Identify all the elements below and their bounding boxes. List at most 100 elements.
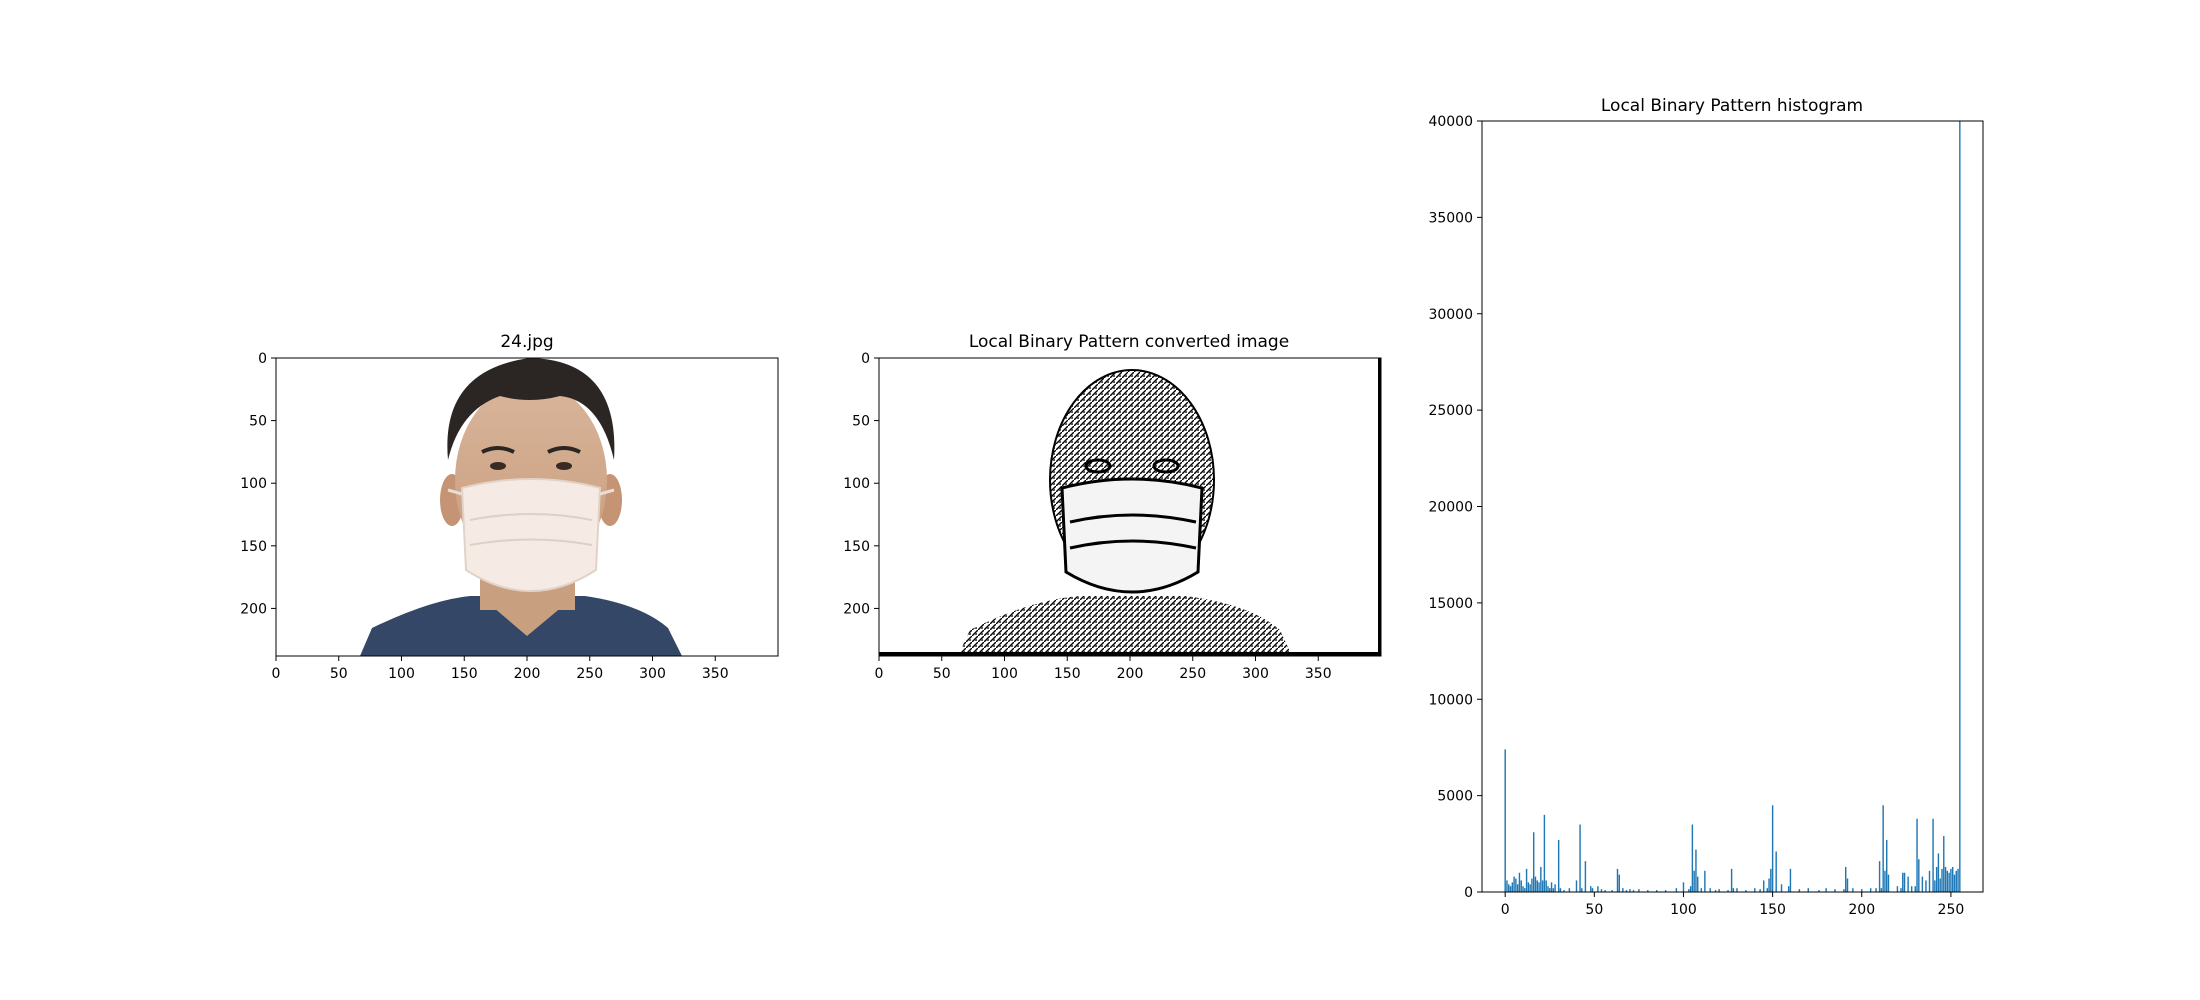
histogram-bar <box>1946 870 1949 892</box>
x-tick-label: 200 <box>1117 666 1144 682</box>
histogram-bar <box>1534 876 1537 892</box>
histogram-bar <box>1732 888 1735 892</box>
y-axis-histogram: 0 5000 10000 15000 20000 25000 30000 35000 40000 <box>1428 114 1482 901</box>
histogram-bar <box>1688 889 1690 892</box>
histogram-bar <box>1953 874 1956 892</box>
histogram-bar <box>1647 890 1649 892</box>
histogram-bar <box>1549 888 1551 892</box>
histogram-bar <box>1543 814 1546 892</box>
histogram-bar <box>1861 889 1863 892</box>
histogram-bar <box>1675 888 1678 892</box>
histogram-bar <box>1515 878 1517 892</box>
histogram-bar <box>1568 888 1571 892</box>
histogram-bar <box>1513 876 1515 892</box>
histogram-bar <box>1903 872 1906 892</box>
histogram-bar <box>1944 866 1947 892</box>
x-tick-label: 250 <box>576 666 603 682</box>
x-tick-label: 250 <box>1179 666 1206 682</box>
panel-title-original: 24.jpg <box>500 332 553 352</box>
x-tick-label: 250 <box>1938 902 1965 918</box>
histogram-bar <box>1550 882 1553 892</box>
lbp-image <box>879 358 1381 656</box>
histogram-bar <box>1540 866 1542 892</box>
x-tick-label: 200 <box>1848 902 1875 918</box>
histogram-bar <box>1656 890 1658 892</box>
y-tick-label: 200 <box>240 601 267 617</box>
image-panel-lbp: Local Binary Pattern converted image 0 50… <box>843 332 1382 682</box>
histogram-bar <box>1691 824 1694 892</box>
y-tick-label: 5000 <box>1437 789 1473 805</box>
histogram-bar <box>1798 889 1801 892</box>
x-tick-label: 150 <box>451 666 478 682</box>
histogram-bar <box>1846 878 1849 892</box>
histogram-bar <box>1768 878 1770 892</box>
histogram-bar <box>1509 886 1512 892</box>
histogram-bar <box>1664 890 1667 892</box>
histogram-bar <box>1807 888 1809 892</box>
axes-frame-histogram <box>1481 120 1984 893</box>
histogram-bar <box>1511 882 1514 892</box>
histogram-bar <box>1697 876 1699 892</box>
photo-image <box>276 358 778 656</box>
x-tick-label: 0 <box>875 666 884 682</box>
histogram-bar <box>1581 888 1583 892</box>
histogram-bar <box>1935 866 1938 892</box>
x-tick-label: 50 <box>1585 902 1603 918</box>
histogram-bar <box>1693 870 1695 892</box>
y-axis-original: 0 50 100 150 200 <box>240 351 276 617</box>
histogram-bar <box>1525 868 1528 892</box>
histogram-bar <box>1950 868 1952 892</box>
histogram-bar <box>1618 874 1620 892</box>
histogram-bar <box>1625 890 1628 892</box>
histogram-bar <box>1700 888 1703 892</box>
histogram-bar <box>1554 884 1556 892</box>
x-tick-label: 50 <box>330 666 348 682</box>
y-tick-label: 100 <box>240 476 267 492</box>
x-tick-label: 150 <box>1054 666 1081 682</box>
histogram-bar <box>1771 805 1774 892</box>
histogram-bar <box>1932 818 1934 892</box>
histogram-bar <box>1745 890 1747 892</box>
histogram-bar <box>1825 888 1827 892</box>
y-tick-label: 150 <box>843 539 870 555</box>
histogram-bar <box>1682 882 1685 892</box>
histogram-bar <box>1524 888 1526 892</box>
histogram-bar <box>1522 886 1524 892</box>
y-tick-label: 100 <box>843 476 870 492</box>
y-tick-label: 50 <box>852 414 870 430</box>
histogram-bar <box>1910 886 1913 892</box>
histogram-bar <box>1629 889 1631 892</box>
histogram-bar <box>1882 805 1884 892</box>
y-tick-label: 150 <box>240 539 267 555</box>
histogram-bar <box>1770 868 1772 892</box>
histogram-bar <box>1709 888 1711 892</box>
x-tick-label: 350 <box>702 666 729 682</box>
x-tick-label: 150 <box>1759 902 1786 918</box>
x-tick-label: 100 <box>1670 902 1697 918</box>
chart-title: Local Binary Pattern histogram <box>1601 96 1863 116</box>
histogram-bar <box>1506 880 1508 892</box>
y-tick-label: 20000 <box>1428 500 1473 516</box>
x-tick-label: 300 <box>639 666 666 682</box>
histogram-bar <box>1845 866 1847 892</box>
histogram-bar <box>1538 882 1540 892</box>
histogram-bar <box>1518 872 1521 892</box>
histogram-bar <box>1718 889 1720 892</box>
histogram-bar <box>1959 121 1961 892</box>
histogram-bar <box>1632 890 1635 892</box>
histogram-bar <box>1529 884 1531 892</box>
histogram-bar <box>1852 888 1854 892</box>
histogram-bar <box>1616 868 1619 892</box>
y-tick-label: 0 <box>861 351 870 367</box>
x-tick-label: 0 <box>272 666 281 682</box>
histogram-bar <box>1880 888 1883 892</box>
histogram-bar <box>1591 888 1594 892</box>
histogram-bar <box>1900 888 1902 892</box>
histogram-bar <box>1759 889 1761 892</box>
histogram-bar <box>1704 870 1706 892</box>
histogram-bar <box>1780 884 1783 892</box>
histogram-bar <box>1520 880 1522 892</box>
histogram-bar <box>1766 888 1768 892</box>
histogram-panel: Local Binary Pattern histogram 0 50 100 150… <box>1428 96 1984 918</box>
